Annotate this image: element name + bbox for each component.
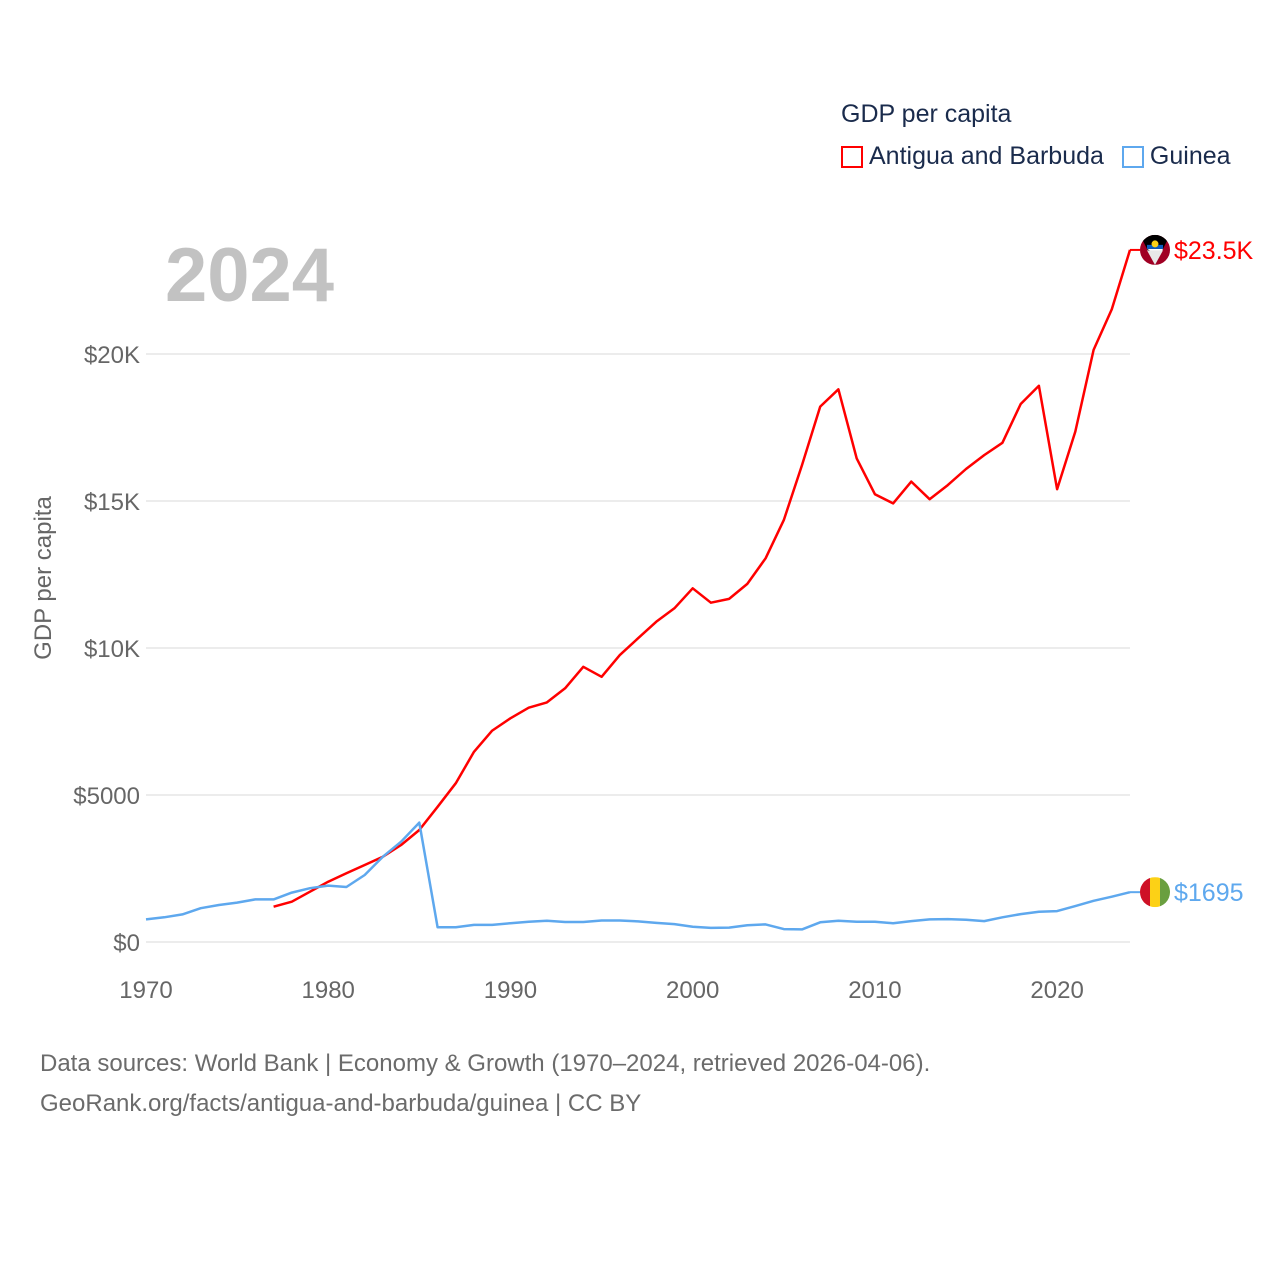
footer-sources: Data sources: World Bank | Economy & Gro… [40,1050,931,1077]
series-line-guinea [145,821,1131,931]
legend-item-antigua[interactable]: Antigua and Barbuda [841,142,1104,171]
y-tick-label: $15K [84,489,140,516]
y-tick-label: $0 [113,930,140,957]
year-title: 2024 [165,233,334,318]
x-tick-label: 1980 [302,977,355,1004]
flag-red [1140,877,1150,908]
legend-swatch-guinea [1121,145,1144,168]
x-tick-label: 1970 [119,977,172,1004]
legend-swatch-antigua [841,145,863,168]
antigua-and-barbuda-flag-icon [1140,234,1170,265]
legend-label-guinea: Guinea [1149,142,1231,170]
x-tick-label: 2020 [1030,977,1083,1004]
flag-green [1160,877,1170,908]
legend-label-antigua: Antigua and Barbuda [869,142,1104,170]
y-tick-label: $10K [84,636,140,663]
legend-item-guinea[interactable]: Guinea [1121,142,1231,171]
footer: Data sources: World Bank | Economy & Gro… [40,1044,930,1124]
series-line-antigua [273,249,1132,908]
flag-body [1140,877,1170,908]
end-value-label: $23.5K [1174,237,1254,265]
guinea-flag-icon [1140,877,1170,908]
x-tick-label: 1990 [484,977,537,1004]
x-tick-label: 2000 [666,977,719,1004]
flag-white-tri [1147,250,1163,265]
legend: Antigua and Barbuda Guinea [841,142,1249,171]
x-tick-label: 2010 [848,977,901,1004]
flag-body [1140,234,1170,265]
legend-title: GDP per capita [841,100,1012,128]
y-tick-label: $5000 [73,783,140,810]
flag-yellow [1150,877,1160,908]
flag-sun [1151,240,1159,248]
y-axis-label: GDP per capita [30,496,57,660]
end-value-label: $1695 [1174,879,1244,907]
footer-link[interactable]: GeoRank.org/facts/antigua-and-barbuda/gu… [40,1090,642,1117]
y-tick-label: $20K [84,342,140,369]
